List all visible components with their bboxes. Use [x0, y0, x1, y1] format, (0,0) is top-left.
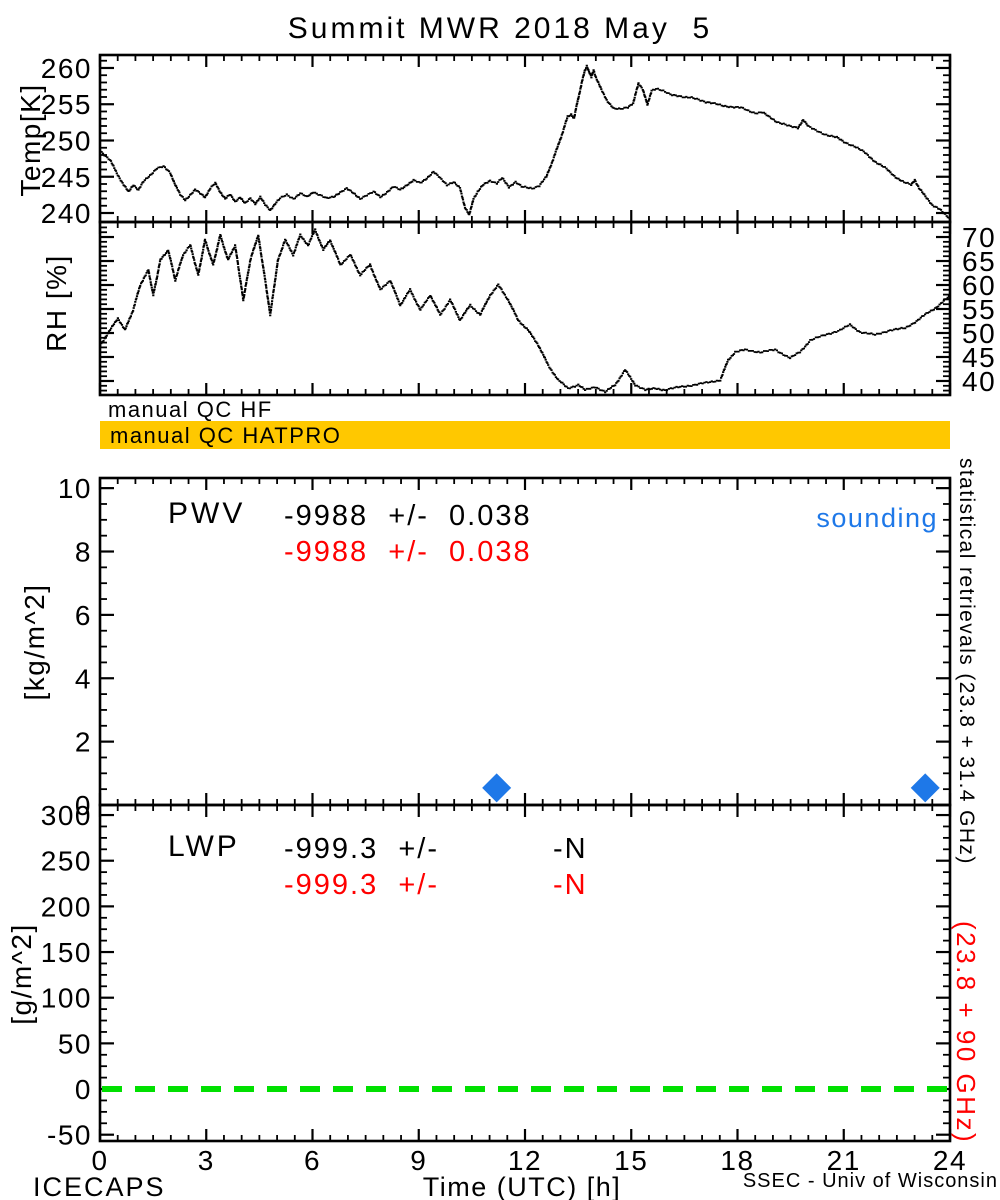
- lwp-stat-hatpro: -999.3 +/-: [284, 833, 439, 865]
- y-tick-label-rh: 55: [962, 294, 996, 325]
- y-tick-label-lwp: 50: [58, 1028, 92, 1059]
- y-tick-label-pwv: 4: [75, 663, 92, 694]
- lwp-sigma-hatpro: -N: [553, 833, 588, 865]
- page-title: Summit MWR 2018 May 5: [287, 12, 713, 45]
- y-tick-label-rh: 45: [962, 342, 996, 373]
- y-tick-label-rh: 40: [962, 366, 996, 397]
- lwp-axis-title: [g/m^2]: [6, 923, 37, 1024]
- pwv-panel-label: PWV: [168, 497, 246, 530]
- y-tick-label-temp: 240: [41, 198, 92, 229]
- project-label: ICECAPS: [33, 1172, 166, 1200]
- lwp-stat-90ghz: -999.3 +/-: [284, 869, 439, 901]
- y-tick-label-rh: 65: [962, 246, 996, 277]
- credit-label: SSEC - Univ of Wisconsin: [742, 1170, 998, 1192]
- panel-frame-rh: [98, 220, 952, 397]
- side-note-black: statistical retrievals (23.8 + 31.4 GHz): [955, 458, 978, 865]
- axis-tick-labels: 240245250255260404550556065700246810-500…: [41, 53, 996, 1176]
- y-tick-label-temp: 250: [41, 125, 92, 156]
- y-tick-label-lwp: 200: [41, 891, 92, 922]
- y-tick-label-rh: 50: [962, 318, 996, 349]
- y-tick-label-pwv: 2: [75, 727, 92, 758]
- x-tick-label: 24: [933, 1145, 967, 1176]
- y-tick-label-temp: 260: [41, 53, 92, 84]
- sounding-legend-label: sounding: [816, 503, 938, 533]
- temp-axis-title: Temp[K]: [15, 83, 46, 196]
- x-tick-label: 12: [508, 1145, 542, 1176]
- x-tick-label: 6: [304, 1145, 321, 1176]
- y-tick-label-temp: 245: [41, 162, 92, 193]
- y-tick-label-pwv: 10: [58, 473, 92, 504]
- y-tick-label-lwp: 300: [41, 800, 92, 831]
- pwv-stat-hatpro: -9988 +/- 0.038: [284, 500, 532, 532]
- qc-hf-label: manual QC HF: [108, 397, 273, 422]
- axis-ticks: [98, 55, 952, 1141]
- temp-trace: [99, 64, 951, 219]
- time-axis-label: Time (UTC) [h]: [422, 1172, 622, 1200]
- pwv-axis-title: [kg/m^2]: [19, 584, 50, 701]
- y-tick-label-lwp: 100: [41, 983, 92, 1014]
- data-traces: [99, 64, 951, 1093]
- y-tick-label-lwp: 150: [41, 937, 92, 968]
- rh-axis-title: RH [%]: [41, 254, 72, 352]
- x-tick-label: 15: [614, 1145, 648, 1176]
- lwp-sigma-90ghz: -N: [553, 869, 588, 901]
- lwp-panel-label: LWP: [168, 830, 240, 863]
- qc-hatpro-bar: manual QC HATPRO: [100, 421, 950, 449]
- x-tick-label: 21: [827, 1145, 861, 1176]
- pwv-stat-90ghz: -9988 +/- 0.038: [284, 536, 532, 568]
- x-tick-label: 9: [410, 1145, 427, 1176]
- rh-trace: [99, 228, 951, 394]
- x-tick-label: 0: [91, 1145, 108, 1176]
- y-tick-label-lwp: 0: [75, 1074, 92, 1105]
- y-tick-label-pwv: 6: [75, 600, 92, 631]
- y-tick-label-rh: 60: [962, 270, 996, 301]
- y-tick-label-lwp: 250: [41, 846, 92, 877]
- side-note-red: (23.8 + 90 GHz): [951, 921, 981, 1144]
- sounding-marker: [910, 773, 940, 803]
- qc-hatpro-label: manual QC HATPRO: [110, 423, 342, 448]
- y-tick-label-pwv: 0: [75, 790, 92, 821]
- x-tick-label: 3: [198, 1145, 215, 1176]
- y-tick-label-rh: 70: [962, 222, 996, 253]
- y-tick-label-lwp: -50: [47, 1120, 92, 1151]
- x-tick-label: 18: [720, 1145, 754, 1176]
- sounding-marker: [482, 773, 512, 803]
- y-tick-label-temp: 255: [41, 89, 92, 120]
- y-tick-label-pwv: 8: [75, 537, 92, 568]
